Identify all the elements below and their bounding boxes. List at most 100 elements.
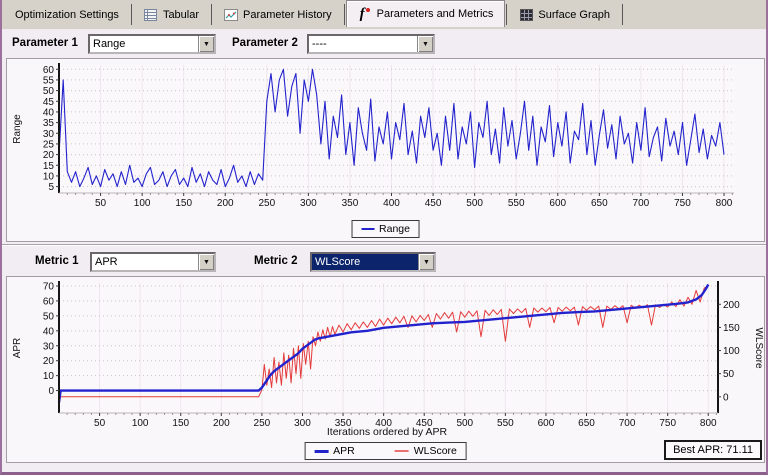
svg-text:700: 700	[633, 198, 650, 209]
svg-text:450: 450	[425, 198, 442, 209]
svg-text:WLScore: WLScore	[753, 327, 764, 369]
svg-text:750: 750	[674, 198, 691, 209]
range-chart-panel: 50 100 150 200 250 300 350 400 450 500 550 600 650 70…	[6, 58, 765, 242]
svg-text:Range: Range	[12, 114, 23, 144]
svg-text:400: 400	[375, 418, 392, 429]
apr-wlscore-chart-panel: 50 100 150 200 250 300 350 400 450 500 550 600 650 70…	[6, 276, 765, 463]
svg-text:5: 5	[48, 182, 54, 193]
svg-text:150: 150	[175, 198, 192, 209]
tab-bar: Optimization Settings Tabular	[2, 0, 766, 30]
svg-text:100: 100	[132, 418, 149, 429]
tab-label: Parameters and Metrics	[376, 8, 494, 20]
svg-text:150: 150	[172, 418, 189, 429]
legend-label-wlscore: WLScore	[413, 445, 457, 457]
svg-text:10: 10	[43, 371, 55, 382]
line-chart-icon	[224, 9, 239, 22]
tab-surface-graph[interactable]: Surface Graph	[508, 3, 621, 27]
section-divider	[2, 244, 766, 246]
svg-text:500: 500	[466, 198, 483, 209]
svg-text:200: 200	[213, 418, 230, 429]
tab-parameters-and-metrics[interactable]: f Parameters and Metrics	[345, 0, 506, 27]
svg-text:60: 60	[43, 65, 55, 76]
range-chart: 50 100 150 200 250 300 350 400 450 500 550 600 650 70…	[12, 63, 734, 209]
tab-separator	[130, 4, 132, 25]
svg-text:15: 15	[43, 161, 55, 172]
tab-separator	[621, 4, 623, 25]
apr-wlscore-chart: 50 100 150 200 250 300 350 400 450 500 550 600 650 70…	[12, 281, 764, 429]
svg-text:350: 350	[342, 198, 359, 209]
tab-separator	[343, 4, 345, 25]
svg-text:100: 100	[723, 346, 740, 357]
svg-text:300: 300	[294, 418, 311, 429]
svg-text:600: 600	[549, 198, 566, 209]
metric2-label: Metric 2	[254, 255, 298, 267]
svg-text:50: 50	[43, 86, 55, 97]
parameter1-value: Range	[93, 38, 126, 50]
apr-wlscore-legend: APR WLScore	[304, 442, 467, 460]
fi-logo-icon: f	[358, 7, 372, 22]
legend-label-range: Range	[379, 223, 410, 235]
svg-text:700: 700	[619, 418, 636, 429]
svg-text:70: 70	[43, 281, 55, 292]
svg-text:45: 45	[43, 97, 55, 108]
svg-text:250: 250	[254, 418, 271, 429]
legend-swatch-wlscore	[394, 450, 409, 452]
svg-text:55: 55	[43, 75, 55, 86]
svg-text:APR: APR	[12, 338, 23, 359]
svg-text:50: 50	[43, 311, 55, 322]
parameter-controls-row: Parameter 1 Range ▼ Parameter 2 ---- ▼	[2, 30, 766, 58]
svg-text:350: 350	[335, 418, 352, 429]
tab-optimization-settings[interactable]: Optimization Settings	[4, 3, 130, 27]
tab-label: Tabular	[162, 9, 200, 21]
legend-swatch-range	[361, 228, 375, 230]
svg-text:200: 200	[723, 300, 740, 311]
range-chart-legend: Range	[351, 220, 420, 238]
tab-separator	[506, 4, 508, 25]
dropdown-arrow-icon[interactable]: ▼	[418, 254, 434, 270]
svg-text:100: 100	[134, 198, 151, 209]
svg-text:25: 25	[43, 139, 55, 150]
svg-text:800: 800	[716, 198, 733, 209]
svg-text:20: 20	[43, 150, 55, 161]
metric1-value: APR	[95, 256, 118, 268]
svg-text:750: 750	[659, 418, 676, 429]
best-apr-annotation: Best APR: 71.11	[664, 440, 762, 460]
svg-text:500: 500	[456, 418, 473, 429]
svg-text:50: 50	[94, 418, 106, 429]
svg-text:10: 10	[43, 171, 55, 182]
svg-text:800: 800	[700, 418, 717, 429]
parameter2-dropdown[interactable]: ---- ▼	[307, 34, 435, 54]
svg-text:40: 40	[43, 326, 55, 337]
metric1-label: Metric 1	[35, 255, 79, 267]
svg-text:600: 600	[538, 418, 555, 429]
dropdown-arrow-icon[interactable]: ▼	[417, 36, 433, 52]
dropdown-arrow-icon[interactable]: ▼	[198, 254, 214, 270]
svg-text:150: 150	[723, 323, 740, 334]
svg-text:450: 450	[416, 418, 433, 429]
parameter2-label: Parameter 2	[232, 37, 298, 49]
parameter1-dropdown[interactable]: Range ▼	[88, 34, 216, 54]
metric2-dropdown[interactable]: WLScore ▼	[310, 252, 436, 272]
table-icon	[144, 9, 158, 22]
svg-text:40: 40	[43, 107, 55, 118]
tab-label: Parameter History	[243, 9, 332, 21]
metric1-dropdown[interactable]: APR ▼	[90, 252, 216, 272]
tab-parameter-history[interactable]: Parameter History	[213, 3, 343, 27]
tab-tabular[interactable]: Tabular	[133, 3, 210, 27]
legend-label-apr: APR	[333, 445, 355, 457]
parameter2-value: ----	[312, 38, 327, 50]
x-axis-title: Iterations ordered by APR	[326, 426, 448, 438]
dropdown-arrow-icon[interactable]: ▼	[198, 36, 214, 52]
svg-text:650: 650	[591, 198, 608, 209]
surface-grid-icon	[519, 9, 533, 22]
tab-label: Surface Graph	[538, 9, 610, 21]
metric2-value: WLScore	[312, 254, 418, 270]
svg-text:400: 400	[383, 198, 400, 209]
svg-text:250: 250	[258, 198, 275, 209]
svg-text:35: 35	[43, 118, 55, 129]
svg-text:60: 60	[43, 296, 55, 307]
svg-text:300: 300	[300, 198, 317, 209]
tab-label: Optimization Settings	[15, 9, 119, 21]
svg-text:650: 650	[578, 418, 595, 429]
